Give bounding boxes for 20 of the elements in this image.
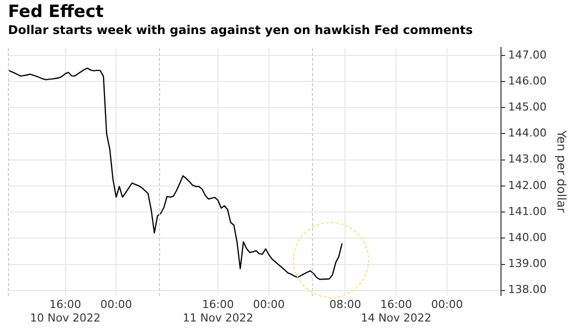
- chart-title: Fed Effect: [8, 2, 104, 22]
- x-tick-label: 00:00: [253, 298, 285, 312]
- x-tick-label: 08:00: [329, 298, 362, 312]
- y-tick-label: 147.00: [508, 48, 547, 62]
- y-tick-label: 144.00: [508, 126, 547, 140]
- y-tick-label: 138.00: [508, 283, 547, 296]
- x-tick-label: 16:00 11 Nov 2022: [182, 298, 254, 324]
- y-tick-label: 140.00: [508, 231, 547, 244]
- y-tick-label: 145.00: [508, 100, 547, 114]
- x-tick-label: 00:00: [431, 298, 463, 312]
- x-tick-label: 16:00 14 Nov 2022: [360, 298, 432, 324]
- chart-subtitle: Dollar starts week with gains against yen on hawkish Fed comments: [8, 23, 473, 37]
- y-axis-title: Yen per dollar: [554, 130, 569, 213]
- x-tick-label: 00:00: [100, 298, 132, 312]
- x-tick-label: 16:00 10 Nov 2022: [30, 298, 100, 324]
- y-tick-label: 139.00: [508, 257, 547, 270]
- y-tick-label: 141.00: [508, 204, 547, 218]
- y-tick-label: 143.00: [508, 152, 547, 166]
- y-tick-label: 146.00: [508, 74, 547, 88]
- y-tick-label: 142.00: [508, 178, 547, 192]
